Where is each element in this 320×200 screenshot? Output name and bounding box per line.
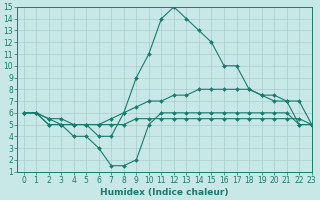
X-axis label: Humidex (Indice chaleur): Humidex (Indice chaleur) <box>100 188 229 197</box>
